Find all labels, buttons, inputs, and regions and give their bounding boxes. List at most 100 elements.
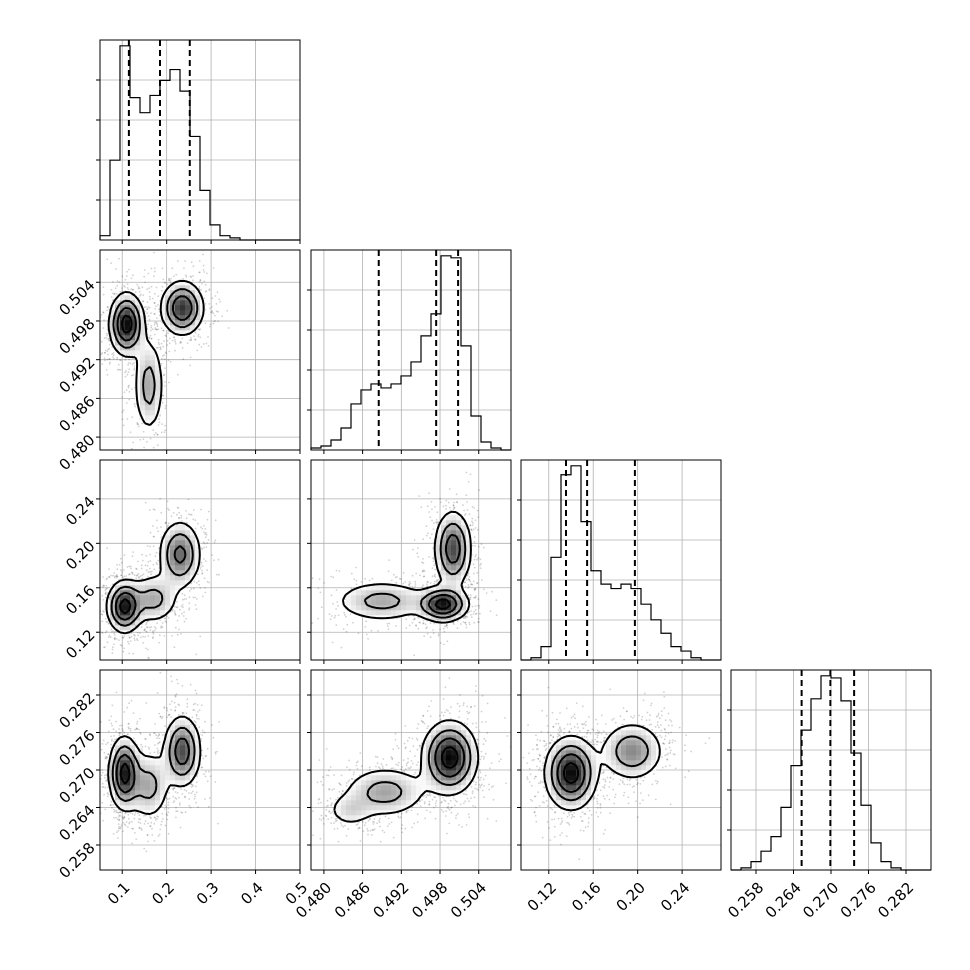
scatter-point — [104, 349, 107, 352]
density-cell — [155, 395, 161, 401]
scatter-point — [205, 533, 208, 536]
density-cell — [185, 545, 191, 551]
scatter-point — [431, 567, 434, 569]
scatter-point — [335, 569, 338, 572]
scatter-point — [157, 346, 159, 349]
scatter-point — [227, 327, 230, 329]
scatter-point — [109, 636, 112, 638]
scatter-point — [182, 358, 185, 361]
density-cell — [155, 580, 161, 586]
scatter-point — [203, 558, 205, 560]
scatter-point — [469, 596, 472, 599]
scatter-point — [178, 628, 180, 631]
scatter-point — [190, 276, 193, 278]
scatter-point — [215, 303, 218, 305]
scatter-point — [367, 638, 369, 640]
density-cell — [145, 375, 151, 381]
density-cell — [145, 385, 151, 391]
scatter-point — [166, 344, 169, 346]
density-cell — [175, 305, 181, 311]
scatter-point — [146, 564, 149, 567]
scatter-point — [161, 622, 164, 624]
scatter-point — [179, 608, 181, 611]
scatter-point — [431, 575, 434, 578]
scatter-point — [472, 572, 475, 575]
scatter-point — [205, 546, 208, 548]
scatter-point — [199, 279, 202, 282]
scatter-point — [121, 411, 124, 413]
scatter-point — [139, 438, 142, 441]
scatter-point — [121, 275, 124, 278]
y-tick-label: 0.486 — [55, 392, 98, 435]
scatter-point — [216, 291, 219, 294]
scatter-point — [190, 582, 193, 585]
scatter-point — [398, 577, 401, 580]
scatter-point — [112, 574, 114, 577]
scatter-point — [473, 541, 476, 543]
scatter-point — [181, 612, 183, 615]
scatter-point — [194, 604, 197, 606]
scatter-point — [415, 572, 418, 575]
scatter-point — [181, 347, 184, 349]
scatter-point — [491, 590, 493, 593]
density-cell — [451, 580, 457, 586]
density-cell — [185, 560, 191, 566]
scatter-point — [431, 519, 433, 522]
scatter-point — [120, 557, 122, 560]
scatter-point — [422, 622, 425, 624]
density-cell — [180, 305, 186, 311]
scatter-point — [153, 626, 156, 628]
scatter-point — [154, 629, 156, 632]
scatter-point — [124, 286, 126, 288]
density-cell — [155, 385, 161, 391]
scatter-point — [117, 368, 119, 371]
density-cell — [165, 575, 171, 581]
scatter-point — [203, 531, 205, 533]
scatter-point — [101, 363, 103, 365]
scatter-point — [190, 514, 193, 516]
scatter-point — [137, 285, 140, 288]
scatter-point — [112, 354, 115, 356]
scatter-point — [202, 253, 204, 256]
scatter-point — [434, 576, 437, 578]
scatter-point — [105, 369, 108, 371]
scatter-point — [124, 371, 127, 374]
density-cell — [185, 305, 191, 311]
density-cell — [140, 330, 146, 336]
scatter-point — [205, 342, 208, 345]
density-cell — [411, 605, 417, 611]
scatter-point — [318, 578, 321, 581]
density-cell — [351, 605, 357, 611]
scatter-point — [148, 509, 151, 511]
scatter-point — [108, 634, 111, 637]
scatter-point — [442, 505, 445, 508]
scatter-point — [468, 576, 471, 578]
scatter-point — [422, 538, 424, 541]
scatter-point — [425, 583, 428, 586]
scatter-point — [150, 573, 153, 576]
density-cell — [170, 575, 176, 581]
density-cell — [150, 580, 156, 586]
density-cell — [140, 615, 146, 621]
scatter-point — [143, 306, 146, 309]
scatter-point — [335, 608, 337, 610]
scatter-point — [161, 357, 163, 360]
scatter-point — [116, 280, 119, 282]
scatter-point — [158, 634, 161, 637]
scatter-point — [206, 518, 209, 521]
scatter-point — [188, 602, 191, 605]
density-cell — [150, 355, 156, 361]
scatter-point — [194, 331, 197, 334]
scatter-point — [190, 336, 192, 339]
scatter-point — [427, 532, 429, 535]
scatter-point — [469, 524, 472, 527]
scatter-point — [113, 643, 115, 646]
density-cell — [361, 590, 367, 596]
scatter-point — [161, 267, 164, 270]
scatter-point — [194, 527, 197, 530]
scatter-point — [122, 636, 124, 639]
scatter-point — [221, 315, 224, 318]
scatter-point — [330, 594, 333, 597]
scatter-point — [206, 569, 209, 572]
scatter-point — [118, 368, 120, 371]
